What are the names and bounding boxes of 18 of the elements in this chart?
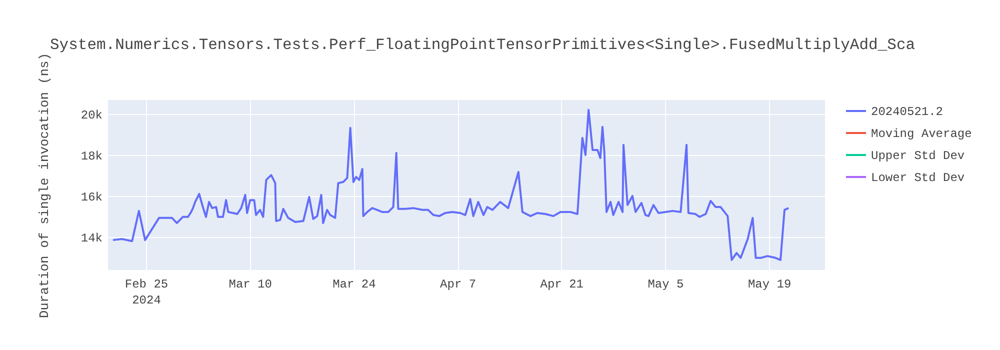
legend-label: Upper Std Dev: [871, 149, 965, 163]
legend-label: Moving Average: [871, 127, 972, 141]
x-tick-label: May 5: [648, 278, 684, 292]
x-tick-label: Apr 7: [440, 278, 476, 292]
line-series: [112, 108, 790, 261]
legend-label: Lower Std Dev: [871, 171, 965, 185]
y-tick-label: 18k: [80, 149, 102, 164]
y-tick-label: 20k: [80, 108, 102, 122]
x-tick-label: Feb 25 2024: [124, 278, 168, 308]
chart-title: System.Numerics.Tensors.Tests.Perf_FloatingPointTensorPrimitives<Single>.FusedMultiplyAdd_Sca: [50, 36, 916, 54]
y-tick-label: 16k: [80, 190, 102, 204]
x-tick-label: Mar 10: [228, 278, 272, 292]
x-tick-label: Apr 21: [540, 278, 584, 292]
y-axis-title: Duration of single invocation (ns): [36, 52, 52, 318]
y-tick-label: 14k: [80, 231, 102, 246]
x-tick-label: May 19: [748, 278, 792, 292]
x-tick-label: Mar 24: [332, 278, 376, 292]
legend-label: 20240521.2: [871, 105, 944, 119]
